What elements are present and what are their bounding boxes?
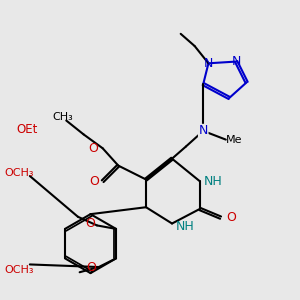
Text: OEt: OEt	[16, 123, 37, 136]
Text: OCH₃: OCH₃	[5, 265, 34, 275]
Text: N: N	[232, 55, 241, 68]
Text: NH: NH	[176, 220, 194, 233]
Text: O: O	[86, 260, 96, 274]
Text: NH: NH	[204, 175, 223, 188]
Text: O: O	[226, 211, 236, 224]
Text: CH₃: CH₃	[52, 112, 73, 122]
Text: OCH₃: OCH₃	[5, 167, 34, 178]
Text: O: O	[85, 217, 95, 230]
Text: Me: Me	[226, 135, 243, 145]
Text: O: O	[88, 142, 98, 155]
Text: N: N	[204, 57, 213, 70]
Text: O: O	[89, 175, 99, 188]
Text: N: N	[199, 124, 208, 137]
